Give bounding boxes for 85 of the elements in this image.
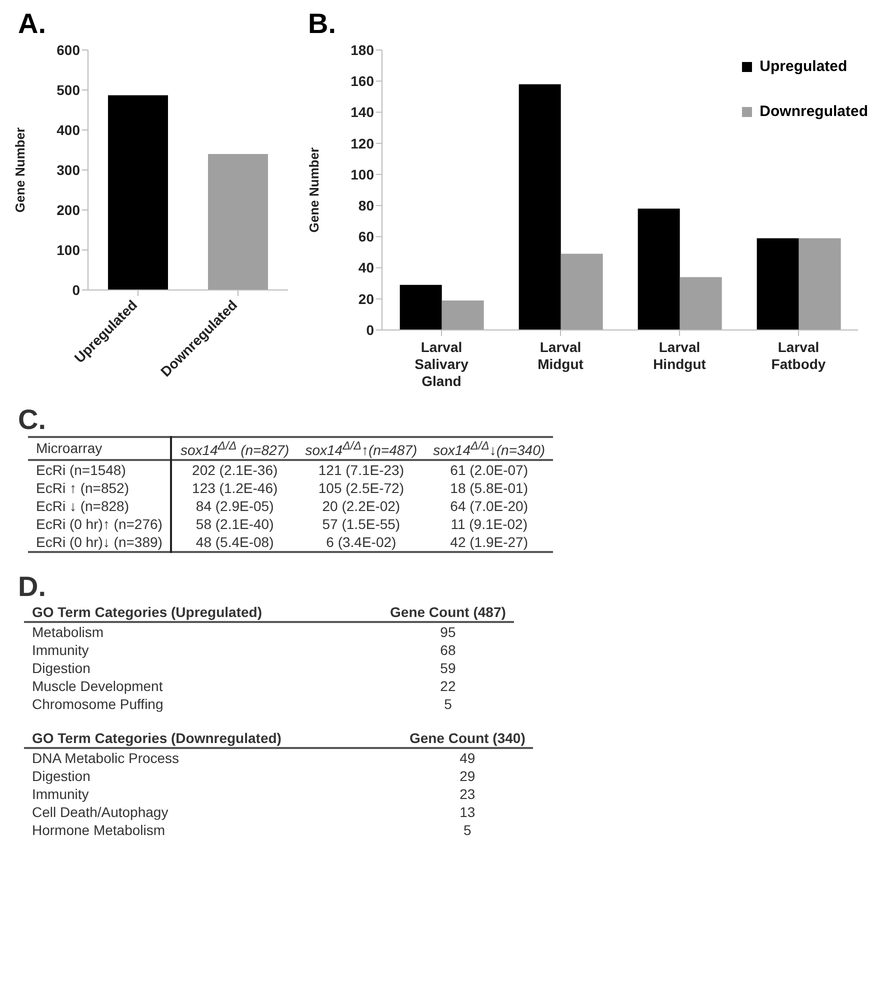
text: 48 (5.4E-08) — [196, 534, 274, 550]
text: EcRi (0 hr)↑ (n=276) — [36, 516, 162, 532]
text: 95 — [440, 624, 456, 640]
text: Immunity — [32, 786, 89, 802]
category-label: Gene Count (487) — [390, 604, 506, 620]
text: Immunity — [32, 642, 89, 658]
text: 6 (3.4E-02) — [326, 534, 396, 550]
y-tick-label: 200 — [56, 202, 80, 218]
text: Chromosome Puffing — [32, 696, 164, 712]
y-tick-label: 100 — [56, 242, 80, 258]
bar — [400, 284, 442, 330]
text: 105 (2.5E-72) — [318, 480, 404, 496]
text: 11 (9.1E-02) — [450, 516, 528, 532]
y-tick-label: 300 — [56, 162, 80, 178]
category-label: GO Term Categories (Upregulated) — [32, 604, 262, 620]
text: EcRi (0 hr)↓ (n=389) — [36, 534, 162, 550]
category-label: Microarray — [36, 440, 102, 456]
y-tick-label: 40 — [358, 260, 374, 276]
text: Muscle Development — [32, 678, 163, 694]
y-tick-label: 600 — [56, 42, 80, 58]
y-tick-label: 20 — [358, 290, 374, 307]
y-axis-title: Gene Number — [12, 127, 28, 213]
text: EcRi ↑ (n=852) — [36, 480, 129, 496]
y-tick-label: 0 — [72, 282, 80, 298]
y-tick-label: 400 — [56, 122, 80, 138]
category-label: sox14$^{Δ/Δ}$↑(n=487) — [305, 439, 418, 458]
bar — [560, 254, 603, 330]
text: 42 (1.9E-27) — [450, 534, 528, 550]
y-tick-label: 0 — [366, 322, 374, 338]
text: 23 — [460, 786, 476, 802]
category-label: sox14$^{Δ/Δ}$↓(n=340) — [433, 439, 546, 458]
category-label: Gene Count (340) — [409, 730, 526, 746]
text: DNA Metabolic Process — [32, 750, 180, 766]
bar — [680, 277, 722, 330]
text: 64 (7.0E-20) — [450, 498, 528, 514]
x-tick-label: Larval Midgut — [538, 339, 584, 372]
text: 49 — [460, 750, 476, 766]
bar — [756, 238, 799, 330]
text: 61 (2.0E-07) — [450, 462, 528, 478]
text: Hormone Metabolism — [32, 822, 166, 838]
y-tick-label: 500 — [56, 82, 80, 98]
text: 84 (2.9E-05) — [196, 498, 274, 514]
bar — [442, 300, 484, 330]
y-tick-label: 100 — [350, 166, 374, 182]
chart-title: A. — [18, 8, 46, 39]
text: 202 (2.1E-36) — [192, 462, 278, 478]
y-tick-label: 180 — [350, 42, 374, 58]
y-tick-label: 80 — [358, 198, 374, 214]
text: 59 — [440, 660, 456, 676]
text: 5 — [464, 822, 472, 838]
y-tick-label: 140 — [350, 104, 374, 120]
x-tick-label: Larval Salivary Gland — [414, 339, 469, 389]
legend-label: Upregulated — [760, 58, 848, 75]
text: C. — [18, 404, 46, 435]
category-label: sox14$^{Δ/Δ}$ (n=827) — [180, 439, 290, 458]
text: 18 (5.8E-01) — [450, 480, 528, 496]
text: 123 (1.2E-46) — [192, 480, 278, 496]
text: 57 (1.5E-55) — [322, 516, 400, 532]
x-tick-label: Larval Fatbody — [771, 339, 826, 372]
text: 121 (7.1E-23) — [318, 462, 404, 478]
text: 20 (2.2E-02) — [322, 498, 400, 514]
text: 13 — [460, 804, 476, 820]
text: D. — [18, 570, 46, 602]
y-tick-label: 60 — [358, 228, 374, 245]
text: Digestion — [32, 660, 90, 676]
y-tick-label: 120 — [350, 135, 374, 152]
text: Cell Death/Autophagy — [32, 804, 168, 820]
text: EcRi (n=1548) — [36, 462, 126, 478]
text: 22 — [440, 678, 456, 694]
bar — [518, 84, 561, 330]
category-label: GO Term Categories (Downregulated) — [32, 730, 282, 746]
bar — [638, 208, 680, 330]
text: 29 — [460, 768, 476, 784]
legend-label: Downregulated — [760, 103, 868, 120]
text: 58 (2.1E-40) — [196, 516, 274, 532]
x-tick-label: Larval Hindgut — [653, 339, 706, 372]
bar — [798, 238, 841, 330]
text: 5 — [444, 696, 452, 712]
y-tick-label: 160 — [350, 73, 374, 90]
text: EcRi ↓ (n=828) — [36, 498, 129, 514]
text: Metabolism — [32, 624, 104, 640]
chart-title: B. — [308, 8, 336, 39]
y-axis-title: Gene Number — [306, 147, 322, 233]
text: Digestion — [32, 768, 90, 784]
text: 68 — [440, 642, 456, 658]
